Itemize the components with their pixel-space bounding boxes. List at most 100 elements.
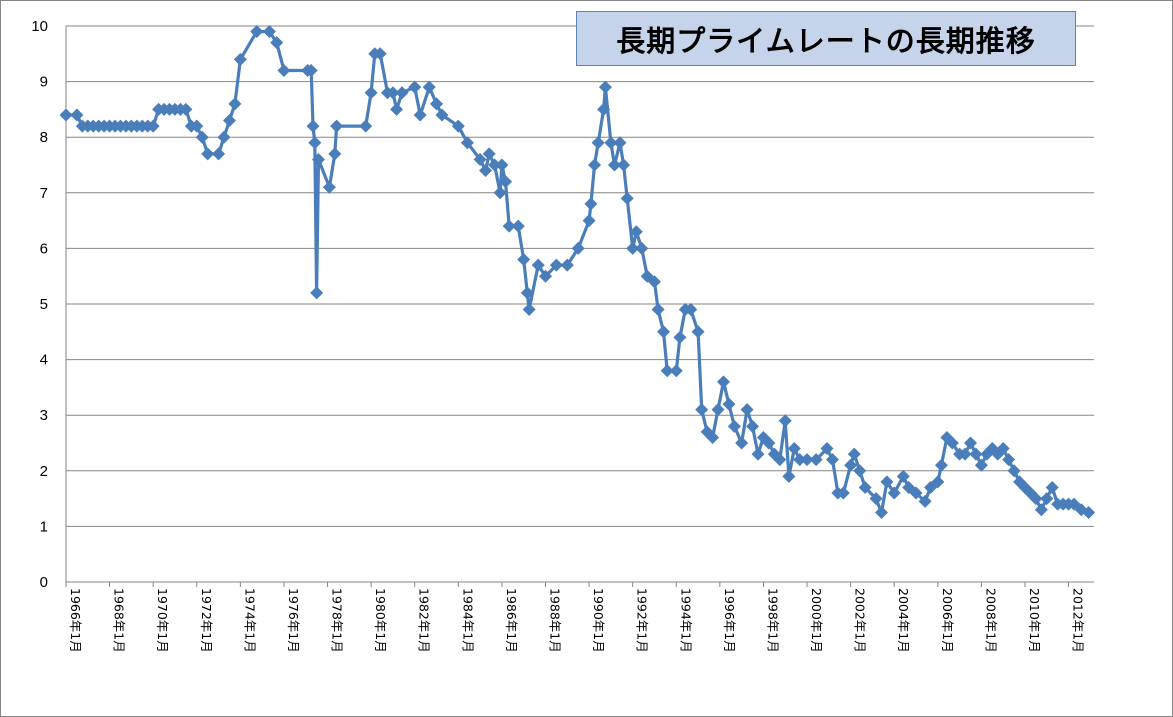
data-point (608, 158, 622, 172)
data-point (722, 397, 736, 411)
data-point (395, 86, 409, 100)
data-point (270, 36, 284, 50)
y-tick-label: 4 (40, 352, 48, 369)
data-point (179, 102, 193, 116)
data-point (277, 63, 291, 77)
data-point (660, 364, 674, 378)
x-tick-label: 1966年1月 (68, 588, 83, 653)
data-point (488, 158, 502, 172)
data-point (787, 442, 801, 456)
data-point (422, 80, 436, 94)
data-point (858, 480, 872, 494)
y-tick-label: 8 (40, 129, 48, 146)
y-tick-label: 6 (40, 240, 48, 257)
data-point (1002, 453, 1016, 467)
data-point (869, 492, 883, 506)
data-point (591, 136, 605, 150)
data-point (793, 453, 807, 467)
data-point (909, 486, 923, 500)
data-point (364, 86, 378, 100)
y-axis: 0 1 2 3 4 5 6 7 8 9 10 (31, 18, 67, 591)
data-point (538, 269, 552, 283)
data-point (800, 453, 814, 467)
x-tick-label: 1978年1月 (330, 588, 345, 653)
data-point (836, 486, 850, 500)
data-point (479, 164, 493, 178)
data-point (735, 436, 749, 450)
data-point (1082, 506, 1096, 519)
data-point (588, 158, 602, 172)
data-point (195, 130, 209, 144)
data-point (408, 80, 422, 94)
x-tick-label: 2004年1月 (896, 588, 911, 653)
data-point (773, 453, 787, 467)
data-point (522, 303, 536, 317)
data-point (1040, 492, 1054, 506)
data-point (531, 258, 545, 272)
data-point (711, 403, 725, 417)
y-tick-label: 10 (31, 18, 48, 35)
x-tick-label: 1990年1月 (591, 588, 606, 653)
y-tick-label: 9 (40, 74, 48, 91)
data-point (549, 258, 563, 272)
data-point (262, 25, 276, 39)
data-point (222, 114, 236, 128)
data-point (228, 97, 242, 111)
data-point (740, 403, 754, 417)
data-point (613, 136, 627, 150)
y-tick-label: 3 (40, 407, 48, 424)
x-tick-label: 1986年1月 (504, 588, 519, 653)
x-tick-label: 1988年1月 (547, 588, 562, 653)
data-point (691, 325, 705, 339)
data-point (746, 419, 760, 433)
data-point (620, 191, 634, 205)
x-tick-label: 1968年1月 (112, 588, 127, 653)
data-point (1007, 464, 1021, 478)
data-point (896, 469, 910, 483)
x-tick-label: 1982年1月 (417, 588, 432, 653)
data-point (669, 364, 683, 378)
data-point (435, 108, 449, 122)
data-point (250, 25, 264, 39)
data-point (502, 219, 516, 233)
x-tick-label: 1974年1月 (242, 588, 257, 653)
data-point (727, 419, 741, 433)
data-point (853, 464, 867, 478)
data-point (560, 258, 574, 272)
data-point (958, 447, 972, 461)
data-point (931, 475, 945, 489)
data-point (597, 102, 611, 116)
data-point (598, 80, 612, 94)
data-point (390, 102, 404, 116)
x-tick-label: 2000年1月 (809, 588, 824, 653)
data-point (473, 152, 487, 166)
data-point (657, 325, 671, 339)
data-point (1045, 480, 1059, 494)
data-point (212, 147, 226, 161)
data-point (969, 447, 983, 461)
data-point (386, 86, 400, 100)
x-tick-label: 1970年1月 (155, 588, 170, 653)
data-point (304, 63, 318, 77)
data-point (190, 119, 204, 133)
data-point (306, 119, 320, 133)
x-tick-label: 1992年1月 (635, 588, 650, 653)
data-point (373, 47, 387, 61)
data-point (59, 108, 73, 122)
data-point (233, 52, 247, 66)
x-tick-label: 2010年1月 (1027, 588, 1042, 653)
x-tick-label: 2012年1月 (1071, 588, 1086, 653)
y-tick-label: 2 (40, 463, 48, 480)
data-point (934, 458, 948, 472)
data-point (430, 97, 444, 111)
data-point (635, 241, 649, 255)
data-point (918, 494, 932, 508)
data-point (751, 447, 765, 461)
x-tick-label: 2008年1月 (983, 588, 998, 653)
data-point (499, 175, 513, 189)
x-tick-label: 1996年1月 (722, 588, 737, 653)
data-point (451, 119, 465, 133)
data-point (647, 275, 661, 289)
data-point (844, 458, 858, 472)
data-point (322, 180, 336, 194)
